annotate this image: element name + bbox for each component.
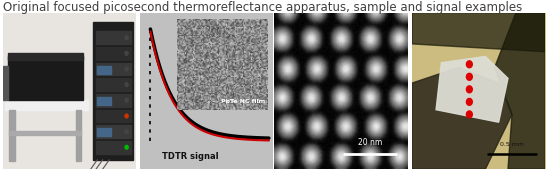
Polygon shape bbox=[495, 13, 545, 169]
Text: 20 nm: 20 nm bbox=[358, 138, 382, 147]
Text: PbTe NC film: PbTe NC film bbox=[221, 99, 265, 104]
Circle shape bbox=[125, 98, 128, 102]
Text: Original focused picosecond thermoreflectance apparatus, sample and signal examp: Original focused picosecond thermoreflec… bbox=[3, 1, 522, 14]
Bar bbox=[96, 47, 130, 60]
Circle shape bbox=[125, 67, 128, 71]
Bar bbox=[486, 143, 539, 158]
Bar bbox=[5, 100, 88, 110]
Bar bbox=[96, 125, 130, 138]
Bar bbox=[9, 131, 81, 135]
Bar bbox=[96, 31, 130, 44]
Bar bbox=[98, 66, 111, 74]
Polygon shape bbox=[412, 13, 545, 52]
Circle shape bbox=[125, 83, 128, 87]
Text: 0.5 mm: 0.5 mm bbox=[500, 142, 524, 147]
Bar bbox=[96, 141, 130, 154]
Circle shape bbox=[466, 73, 472, 80]
Bar bbox=[8, 53, 83, 60]
Bar bbox=[98, 97, 111, 105]
Bar bbox=[3, 66, 8, 100]
Bar bbox=[76, 110, 81, 161]
Polygon shape bbox=[436, 57, 508, 122]
Bar bbox=[98, 129, 111, 136]
Bar bbox=[93, 22, 133, 160]
Polygon shape bbox=[412, 68, 512, 169]
Circle shape bbox=[466, 111, 472, 118]
Circle shape bbox=[125, 36, 128, 40]
Bar bbox=[96, 78, 130, 91]
Circle shape bbox=[466, 61, 472, 68]
Bar bbox=[96, 63, 130, 75]
Circle shape bbox=[125, 114, 128, 118]
Text: TDTR signal: TDTR signal bbox=[162, 152, 219, 161]
Circle shape bbox=[466, 86, 472, 93]
Circle shape bbox=[466, 98, 472, 105]
Circle shape bbox=[125, 51, 128, 55]
Bar bbox=[96, 110, 130, 122]
Bar bbox=[96, 94, 130, 107]
Circle shape bbox=[125, 145, 128, 149]
Circle shape bbox=[125, 130, 128, 134]
Bar bbox=[9, 110, 15, 161]
Bar bbox=[8, 57, 83, 100]
